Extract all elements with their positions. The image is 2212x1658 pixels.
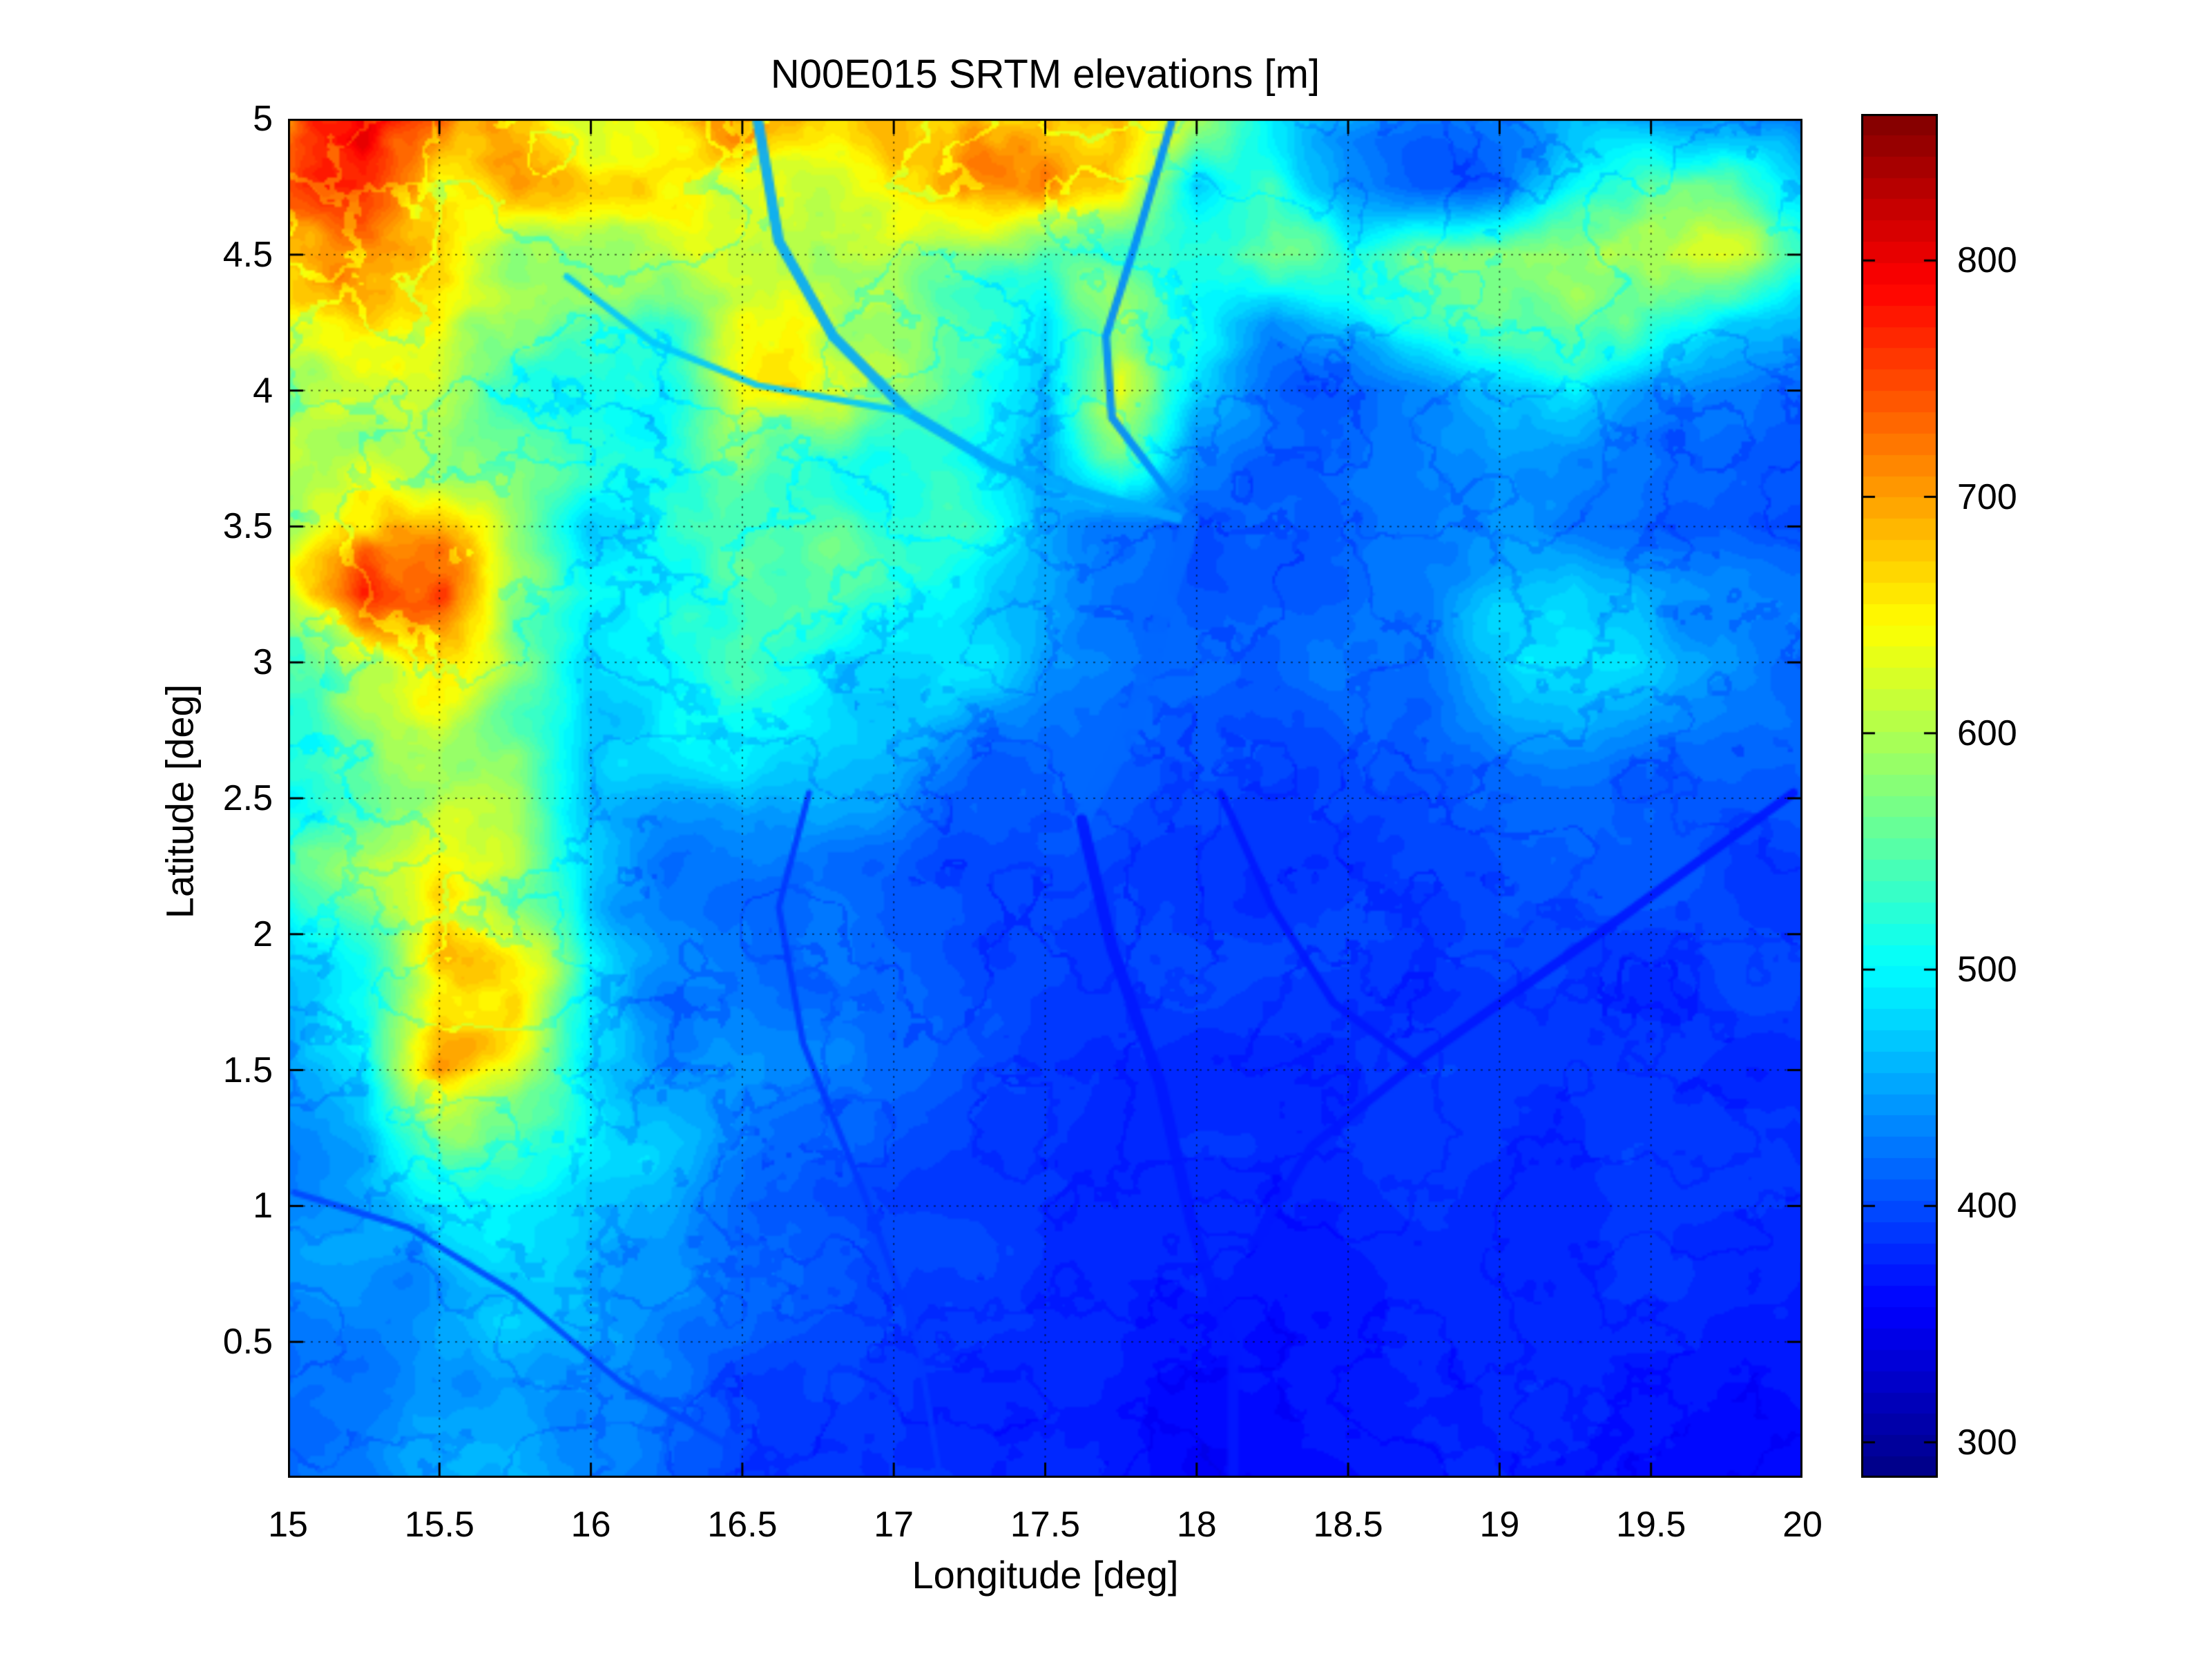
- x-tick-label-17.5: 17.5: [1010, 1505, 1081, 1545]
- elevation-heatmap-canvas: [288, 119, 1802, 1478]
- y-tick-label-2: 2: [253, 914, 273, 954]
- x-axis-label: Longitude [deg]: [912, 1553, 1179, 1597]
- x-tick-label-18.5: 18.5: [1313, 1505, 1383, 1545]
- plot-title: N00E015 SRTM elevations [m]: [770, 52, 1320, 97]
- colorbar-tick-label-700: 700: [1957, 476, 2017, 517]
- x-tick-label-15: 15: [268, 1505, 308, 1545]
- colorbar-tick-label-500: 500: [1957, 950, 2017, 990]
- y-tick-label-3.5: 3.5: [222, 506, 273, 547]
- y-tick-label-1: 1: [253, 1186, 273, 1226]
- colorbar-tick-label-800: 800: [1957, 240, 2017, 281]
- x-tick-label-19: 19: [1479, 1505, 1520, 1545]
- colorbar-tick-label-600: 600: [1957, 713, 2017, 753]
- x-tick-label-16.5: 16.5: [707, 1505, 778, 1545]
- y-tick-label-4: 4: [253, 370, 273, 411]
- y-tick-label-0.5: 0.5: [222, 1322, 273, 1362]
- x-tick-label-15.5: 15.5: [404, 1505, 474, 1545]
- x-tick-label-20: 20: [1782, 1505, 1823, 1545]
- y-axis-label: Latitude [deg]: [157, 684, 202, 919]
- y-tick-label-4.5: 4.5: [222, 234, 273, 275]
- x-tick-label-19.5: 19.5: [1616, 1505, 1686, 1545]
- colorbar-canvas: [1861, 114, 1938, 1478]
- x-tick-label-18: 18: [1176, 1505, 1217, 1545]
- colorbar-tick-label-300: 300: [1957, 1422, 2017, 1463]
- colorbar-tick-label-400: 400: [1957, 1186, 2017, 1226]
- y-tick-label-2.5: 2.5: [222, 778, 273, 818]
- y-tick-label-3: 3: [253, 642, 273, 683]
- x-tick-label-17: 17: [874, 1505, 914, 1545]
- x-tick-label-16: 16: [570, 1505, 611, 1545]
- y-tick-label-1.5: 1.5: [222, 1050, 273, 1090]
- y-tick-label-5: 5: [253, 99, 273, 139]
